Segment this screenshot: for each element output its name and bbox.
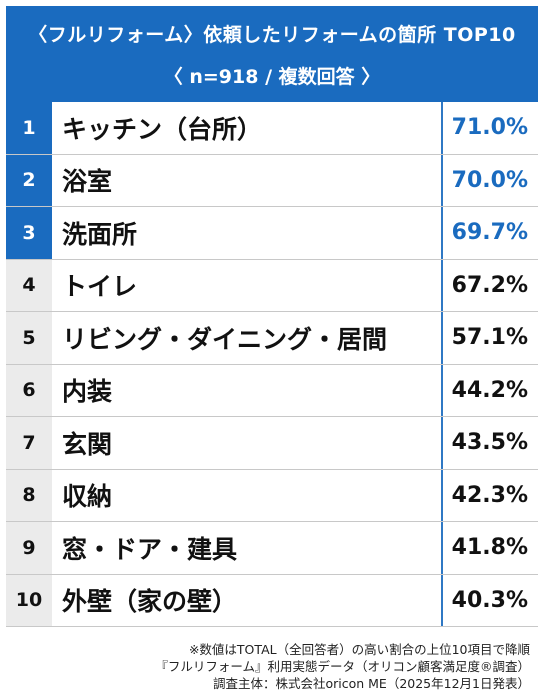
label-cell bbox=[52, 312, 441, 364]
value-cell bbox=[443, 522, 538, 574]
label-cell bbox=[52, 364, 441, 416]
label-cell bbox=[52, 522, 441, 574]
percent-value: 71.0% bbox=[451, 115, 528, 141]
item-label: 収納 bbox=[62, 482, 113, 512]
column-divider bbox=[441, 102, 443, 154]
footnote-line: 『フルリフォーム』利用実態データ（オリコン顧客満足度®調査） bbox=[155, 659, 530, 674]
column-divider bbox=[441, 312, 443, 364]
label-cell bbox=[52, 574, 441, 626]
footnote-line: ※数値はTOTAL（全回答者）の高い割合の上位10項目で降順 bbox=[188, 642, 530, 657]
column-divider bbox=[441, 574, 443, 626]
label-cell bbox=[52, 469, 441, 521]
rank-number: 1 bbox=[6, 102, 52, 154]
rank-number: 3 bbox=[6, 207, 52, 259]
percent-value: 70.0% bbox=[451, 167, 528, 193]
percent-value: 44.2% bbox=[451, 377, 528, 403]
ranking-table: 1 キッチン（台所） 71.0% 2 浴室 70.0% 3 洗面所 69.7% 4 トイレ 67.2%… bbox=[6, 102, 538, 627]
value-cell bbox=[443, 469, 538, 521]
rank-number: 2 bbox=[6, 154, 52, 206]
rank-number: 7 bbox=[22, 431, 36, 454]
column-divider bbox=[441, 364, 443, 416]
percent-value: 43.5% bbox=[451, 430, 528, 456]
table-row: 10 外壁（家の壁） 40.3% bbox=[6, 574, 538, 627]
table-row: 4 トイレ 67.2% bbox=[6, 259, 538, 312]
value-cell bbox=[443, 417, 538, 469]
percent-value: 67.2% bbox=[451, 272, 528, 298]
value-cell bbox=[443, 574, 538, 626]
header-banner: 〈フルリフォーム〉依頼したリフォームの箇所 TOP10 〈 n=918 / 複数… bbox=[6, 6, 538, 102]
column-divider bbox=[441, 469, 443, 521]
item-label: キッチン（台所） bbox=[62, 114, 263, 144]
item-label: 外壁（家の壁） bbox=[62, 587, 238, 617]
column-divider bbox=[441, 522, 443, 574]
item-label: 洗面所 bbox=[62, 219, 138, 249]
footnotes: ※数値はTOTAL（全回答者）の高い割合の上位10項目で降順 『フルリフォーム』… bbox=[155, 641, 530, 692]
percent-value: 40.3% bbox=[451, 587, 528, 613]
rank-number: 10 bbox=[15, 589, 43, 612]
value-cell bbox=[443, 207, 538, 259]
item-label: 玄関 bbox=[62, 429, 113, 459]
table-row: 3 洗面所 69.7% bbox=[6, 207, 538, 260]
column-divider bbox=[441, 207, 443, 259]
percent-value: 57.1% bbox=[451, 325, 528, 351]
table-row: 6 内装 44.2% bbox=[6, 364, 538, 417]
column-divider bbox=[441, 154, 443, 206]
value-cell bbox=[443, 259, 538, 311]
label-cell bbox=[52, 259, 441, 311]
chart-subtitle: 〈 n=918 / 複数回答 〉 bbox=[163, 66, 381, 88]
rank-number: 5 bbox=[22, 326, 36, 349]
table-row: 5 リビング・ダイニング・居間 57.1% bbox=[6, 312, 538, 365]
table-row: 7 玄関 43.5% bbox=[6, 417, 538, 470]
item-label: トイレ bbox=[62, 272, 138, 302]
rank-number: 4 bbox=[22, 274, 36, 297]
column-divider bbox=[441, 259, 443, 311]
rank-number: 6 bbox=[22, 379, 36, 402]
value-cell bbox=[443, 312, 538, 364]
percent-value: 69.7% bbox=[451, 220, 528, 246]
item-label: 浴室 bbox=[62, 167, 113, 197]
table-row: 1 キッチン（台所） 71.0% bbox=[6, 102, 538, 155]
column-divider bbox=[441, 417, 443, 469]
value-cell bbox=[443, 102, 538, 154]
value-cell bbox=[443, 364, 538, 416]
chart-title: 〈フルリフォーム〉依頼したリフォームの箇所 TOP10 bbox=[28, 24, 516, 46]
rank-number: 9 bbox=[22, 536, 36, 559]
table-row: 8 収納 42.3% bbox=[6, 469, 538, 522]
rank-number: 8 bbox=[22, 484, 36, 507]
label-cell bbox=[52, 417, 441, 469]
item-label: 窓・ドア・建具 bbox=[62, 534, 238, 564]
percent-value: 41.8% bbox=[451, 535, 528, 561]
table-row: 9 窓・ドア・建具 41.8% bbox=[6, 522, 538, 575]
item-label: 内装 bbox=[62, 377, 113, 407]
value-cell bbox=[443, 154, 538, 206]
item-label: リビング・ダイニング・居間 bbox=[62, 324, 388, 354]
footnote-line: 調査主体：株式会社oricon ME（2025年12月1日発表） bbox=[212, 676, 530, 691]
table-row: 2 浴室 70.0% bbox=[6, 154, 538, 207]
percent-value: 42.3% bbox=[451, 482, 528, 508]
